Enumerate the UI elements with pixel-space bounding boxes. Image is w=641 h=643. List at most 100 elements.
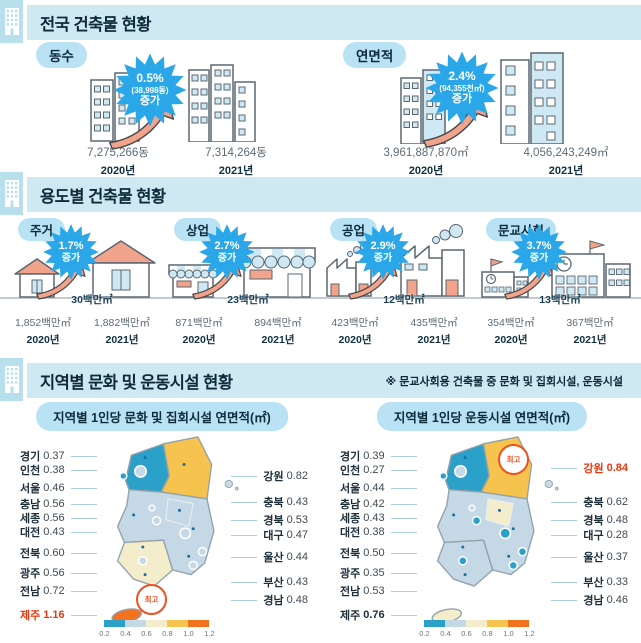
section-title: 전국 건축물 현황 [40, 15, 151, 34]
map-label-gyeongbuk: 경북 0.53 [228, 512, 308, 528]
value-2021: 4,056,243,249㎡ 2021년 [523, 147, 609, 177]
map-label-gwangju: 광주 0.35 [340, 565, 420, 581]
building-icon [4, 180, 19, 207]
value-2021: 894백만㎡ 2021년 [254, 317, 302, 346]
map-label-gyeonggi: 경기 0.39 [340, 448, 420, 464]
value-2020: 423백만㎡ 2020년 [331, 317, 379, 346]
shop-large-icon [238, 247, 316, 298]
group-gongeop: 공업 2.9% 증가 12백만㎡ 423백만㎡ 2020년 435백만㎡ 2021년 [318, 215, 476, 357]
increase-starburst: 1.7% 증가 [43, 224, 99, 280]
section-header-bar: 지역별 문화 및 운동시설 현황 ※ 문교사회용 건축물 중 문화 및 집회시설… [27, 363, 641, 398]
map-label-busan: 부산 0.33 [548, 574, 628, 590]
buildings-2021-icon [188, 64, 256, 142]
group-label-pill: 동수 [36, 42, 87, 68]
choropleth-map [431, 436, 559, 624]
increase-abs: (94,355천㎡) [439, 83, 485, 93]
map-title-pill: 지역별 1인당 운동시설 연면적(㎡) [376, 402, 588, 431]
group-mungyosahoe: 문교사회 3.7% 증가 13백만㎡ 354백만㎡ 202 [474, 215, 632, 357]
map-label-jeonbuk: 전북 0.50 [340, 545, 420, 561]
group-yeonmyeonjeok: 연면적 2.4% (94,355천㎡) 증가 3,961,887,870㎡ 20… [328, 42, 633, 177]
increase-pct: 0.5% [136, 71, 164, 86]
map-label-jeonnam: 전남 0.72 [20, 583, 100, 599]
increase-starburst: 3.7% 증가 [511, 224, 567, 280]
map-panel-culture: 지역별 1인당 문화 및 집회시설 연면적(㎡) [8, 400, 316, 643]
buildings-2020-icon [90, 72, 140, 142]
map-label-gyeonggi: 경기 0.37 [20, 448, 100, 464]
map-label-jeonbuk: 전북 0.60 [20, 545, 100, 561]
map-label-gangwon: 강원 0.84 [548, 460, 628, 476]
map-label-gyeongbuk: 경북 0.48 [548, 512, 628, 528]
increase-abs: (38,998동) [131, 85, 169, 95]
map-label-daejeon: 대전 0.43 [20, 524, 100, 540]
group-dongsu: 동수 0.5% (38,998동) 증가 7,275,266동 2020년 7,… [18, 42, 323, 177]
map-label-daegu: 대구 0.28 [548, 527, 628, 543]
factory-large-icon [400, 224, 465, 297]
buildings-2021-icon [500, 52, 564, 144]
map-label-gangwon: 강원 0.82 [228, 468, 308, 484]
map-label-ulsan: 울산 0.44 [228, 549, 308, 565]
map-label-daegu: 대구 0.47 [228, 527, 308, 543]
increase-starburst: 2.7% 증가 [199, 224, 255, 280]
house-large-icon [86, 240, 156, 298]
building-icon-tile [0, 0, 23, 43]
map-label-seoul: 서울 0.44 [340, 480, 420, 496]
increase-starburst: 0.5% (38,998동) 증가 [113, 53, 187, 127]
building-icon [4, 366, 19, 393]
building-icon [4, 8, 19, 35]
map-label-daejeon: 대전 0.38 [340, 524, 420, 540]
korea-map [74, 432, 246, 630]
section-usage: 용도별 건축물 현황 [0, 172, 641, 217]
map-label-chungnam: 충남 0.56 [20, 496, 100, 512]
color-legend: 0.2 0.4 0.6 0.8 1.0 1.2 [99, 620, 220, 638]
value-2020: 3,961,887,870㎡ 2020년 [383, 147, 469, 177]
school-large-icon [551, 240, 631, 298]
group-sangeop: 상업 2.7% 증가 23백만㎡ 871백만㎡ 2020년 [162, 215, 320, 357]
value-2020: 1,852백만㎡ 2020년 [14, 317, 72, 346]
building-icon-tile [0, 358, 23, 401]
map-label-seoul: 서울 0.46 [20, 480, 100, 496]
value-2021: 367백만㎡ 2021년 [566, 317, 614, 346]
increase-word: 증가 [451, 93, 473, 106]
group-label-pill: 연면적 [343, 42, 407, 68]
map-label-sejong: 세종 0.43 [340, 510, 420, 526]
map-label-gyeongnam: 경남 0.48 [228, 592, 308, 608]
value-2021: 1,882백만㎡ 2021년 [93, 317, 151, 346]
korea-map [394, 432, 566, 630]
increase-starburst: 2.4% (94,355천㎡) 증가 [425, 51, 499, 125]
map-label-jeju: 제주 1.16 [20, 607, 100, 623]
map-label-chungnam: 충남 0.42 [340, 496, 420, 512]
increase-pct: 2.4% [448, 69, 476, 84]
map-label-incheon: 인천 0.38 [20, 462, 100, 478]
color-legend: 0.2 0.4 0.6 0.8 1.0 1.2 [419, 620, 540, 638]
map-label-jeonnam: 전남 0.53 [340, 583, 420, 599]
ground-line [0, 297, 641, 299]
choropleth-map [111, 436, 239, 624]
map-label-jeju: 제주 0.76 [340, 607, 420, 623]
section-note: ※ 문교사회용 건축물 중 문화 및 집회시설, 운동시설 [385, 375, 623, 388]
value-2020: 7,275,266동 2020년 [87, 147, 149, 177]
value-2020: 354백만㎡ 2020년 [487, 317, 535, 346]
value-2020: 871백만㎡ 2020년 [175, 317, 223, 346]
map-label-busan: 부산 0.43 [228, 574, 308, 590]
building-icon-tile [0, 172, 23, 215]
section-title: 지역별 문화 및 운동시설 현황 [40, 373, 233, 392]
increase-word: 증가 [139, 95, 161, 108]
map-label-sejong: 세종 0.56 [20, 510, 100, 526]
map-label-gyeongnam: 경남 0.46 [548, 592, 628, 608]
delta-label: 23백만㎡ [227, 294, 269, 306]
group-jugeo: 주거 1.7% 증가 30백만㎡ 1,852백만㎡ 2020년 1,882백만㎡ 2… [6, 215, 164, 357]
map-panel-sports: 지역별 1인당 운동시설 연면적(㎡) [328, 400, 636, 643]
value-2021: 7,314,264동 2021년 [205, 147, 267, 177]
section-header-bar: 용도별 건축물 현황 [27, 177, 641, 212]
map-label-ulsan: 울산 0.37 [548, 549, 628, 565]
house-small-icon [14, 258, 60, 298]
delta-label: 13백만㎡ [539, 294, 581, 306]
map-title-pill: 지역별 1인당 문화 및 집회시설 연면적(㎡) [36, 402, 288, 431]
section-national: 전국 건축물 현황 [0, 0, 641, 45]
section-regional: 지역별 문화 및 운동시설 현황 ※ 문교사회용 건축물 중 문화 및 집회시설… [0, 358, 641, 403]
map-label-chungbuk: 충북 0.43 [228, 494, 308, 510]
delta-label: 12백만㎡ [383, 294, 425, 306]
map-label-incheon: 인천 0.27 [340, 462, 420, 478]
delta-label: 30백만㎡ [71, 294, 113, 306]
